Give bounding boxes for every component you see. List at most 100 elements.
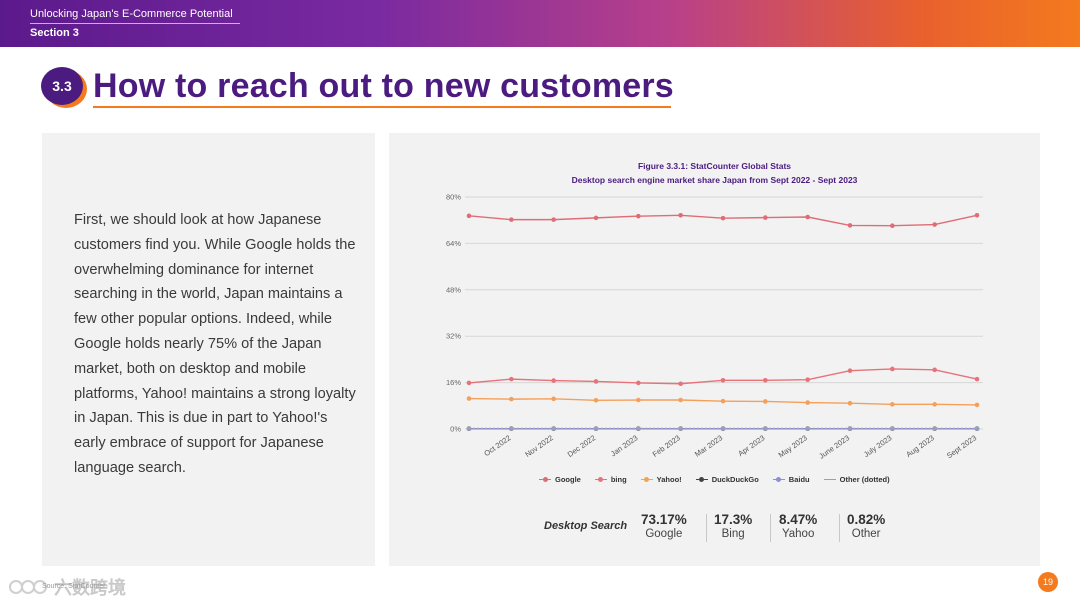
- data-point: [509, 217, 514, 222]
- x-tick-label: July 2023: [862, 433, 893, 459]
- x-tick-label: Feb 2023: [651, 433, 682, 459]
- data-point: [551, 378, 556, 383]
- report-title: Unlocking Japan's E-Commerce Potential: [30, 8, 233, 20]
- x-tick-label: Dec 2022: [566, 433, 597, 459]
- legend-label: bing: [610, 475, 627, 484]
- watermark: 六数跨境: [8, 574, 126, 600]
- header-divider: [30, 23, 240, 24]
- stat-label: Google: [645, 528, 683, 540]
- data-point: [720, 377, 726, 383]
- stat-label: Bing: [721, 528, 745, 540]
- data-point: [593, 379, 599, 384]
- x-tick-label: Mar 2023: [693, 433, 724, 459]
- data-point: [974, 376, 980, 382]
- data-point: [720, 398, 726, 404]
- legend-item: Google: [539, 475, 581, 484]
- data-point: [974, 402, 980, 408]
- page-title: How to reach out to new customers: [93, 67, 674, 105]
- legend-swatch: [640, 476, 653, 484]
- chart-title: Figure 3.3.1: StatCounter Global Stats: [637, 161, 792, 171]
- data-point: [974, 426, 980, 431]
- legend-label: Google: [555, 475, 581, 484]
- data-point: [847, 368, 853, 374]
- legend-dot: [776, 477, 782, 482]
- legend-swatch: [594, 476, 607, 484]
- data-point: [805, 214, 810, 220]
- watermark-text: 六数跨境: [54, 578, 126, 598]
- data-point: [805, 377, 810, 382]
- data-point: [593, 397, 599, 403]
- legend-dot: [542, 477, 548, 482]
- data-point: [805, 400, 810, 405]
- legend-label: Yahoo!: [656, 475, 682, 484]
- data-point: [636, 380, 641, 386]
- legend-dot: [699, 477, 705, 482]
- data-point: [720, 215, 726, 221]
- stat-other: 0.82% Other: [847, 512, 885, 540]
- stat-yahoo: 8.47% Yahoo: [779, 512, 817, 540]
- y-tick-label: 32%: [446, 332, 461, 341]
- x-tick-label: Nov 2022: [523, 433, 554, 459]
- x-tick-label: May 2023: [777, 433, 809, 459]
- y-tick-label: 16%: [446, 378, 461, 387]
- y-tick-label: 0%: [450, 425, 461, 434]
- data-point: [678, 381, 683, 387]
- stat-value: 8.47%: [779, 512, 818, 527]
- data-point: [466, 213, 472, 219]
- data-point: [805, 426, 810, 431]
- summary-label: Desktop Search: [544, 520, 628, 532]
- data-point: [890, 402, 895, 407]
- data-point: [509, 426, 514, 431]
- data-point: [466, 396, 472, 401]
- data-point: [763, 377, 768, 383]
- data-point: [678, 426, 683, 431]
- header-bar: Unlocking Japan's E-Commerce Potential S…: [0, 0, 1080, 47]
- stat-bing: 17.3% Bing: [714, 512, 752, 540]
- data-point: [890, 426, 895, 431]
- legend-dot: [644, 477, 650, 482]
- data-point: [678, 397, 683, 403]
- legend-item: Baidu: [772, 475, 810, 484]
- legend-item: DuckDuckGo: [695, 475, 759, 484]
- legend-swatch: [823, 476, 836, 484]
- chart-legend: Google bing Yahoo! DuckDuckGo Baidu Other (do…: [539, 475, 890, 484]
- data-point: [763, 215, 768, 220]
- data-point: [763, 426, 768, 431]
- watermark-logo-icon: [9, 580, 47, 594]
- badge-number: 3.3: [41, 67, 83, 105]
- data-point: [847, 400, 853, 406]
- stat-label: Yahoo: [781, 528, 815, 540]
- y-tick-label: 48%: [446, 285, 461, 294]
- data-point: [720, 426, 726, 431]
- data-point: [763, 399, 768, 404]
- text-panel: First, we should look at how Japanese cu…: [42, 133, 375, 566]
- section-badge: 3.3: [41, 67, 87, 108]
- stat-google: 73.17% Google: [641, 512, 687, 540]
- data-point: [932, 402, 937, 407]
- legend-item: bing: [594, 475, 627, 484]
- stat-value: 17.3%: [714, 512, 753, 527]
- chart-subtitle: Desktop search engine market share Japan…: [571, 175, 858, 185]
- data-point: [932, 426, 937, 431]
- legend-label: DuckDuckGo: [711, 475, 759, 484]
- data-point: [466, 426, 472, 431]
- stat-value: 0.82%: [847, 512, 886, 527]
- legend-item: Other (dotted): [823, 475, 890, 484]
- data-point: [636, 213, 641, 219]
- data-point: [847, 223, 853, 228]
- data-point: [551, 217, 556, 222]
- x-tick-label: Aug 2023: [904, 433, 935, 459]
- data-point: [847, 426, 853, 431]
- stat-divider: [839, 514, 840, 542]
- chart-panel: Figure 3.3.1: StatCounter Global Stats D…: [389, 133, 1040, 566]
- data-point: [509, 396, 514, 402]
- x-tick-label: Oct 2022: [482, 433, 512, 458]
- stat-divider: [706, 514, 707, 542]
- x-tick-label: June 2023: [817, 433, 851, 460]
- legend-swatch: [695, 476, 708, 484]
- y-tick-label: 80%: [446, 193, 461, 202]
- legend-swatch: [772, 476, 785, 484]
- data-point: [551, 396, 556, 402]
- source-note: Source: StatCounter: [42, 583, 106, 590]
- data-point: [593, 426, 599, 431]
